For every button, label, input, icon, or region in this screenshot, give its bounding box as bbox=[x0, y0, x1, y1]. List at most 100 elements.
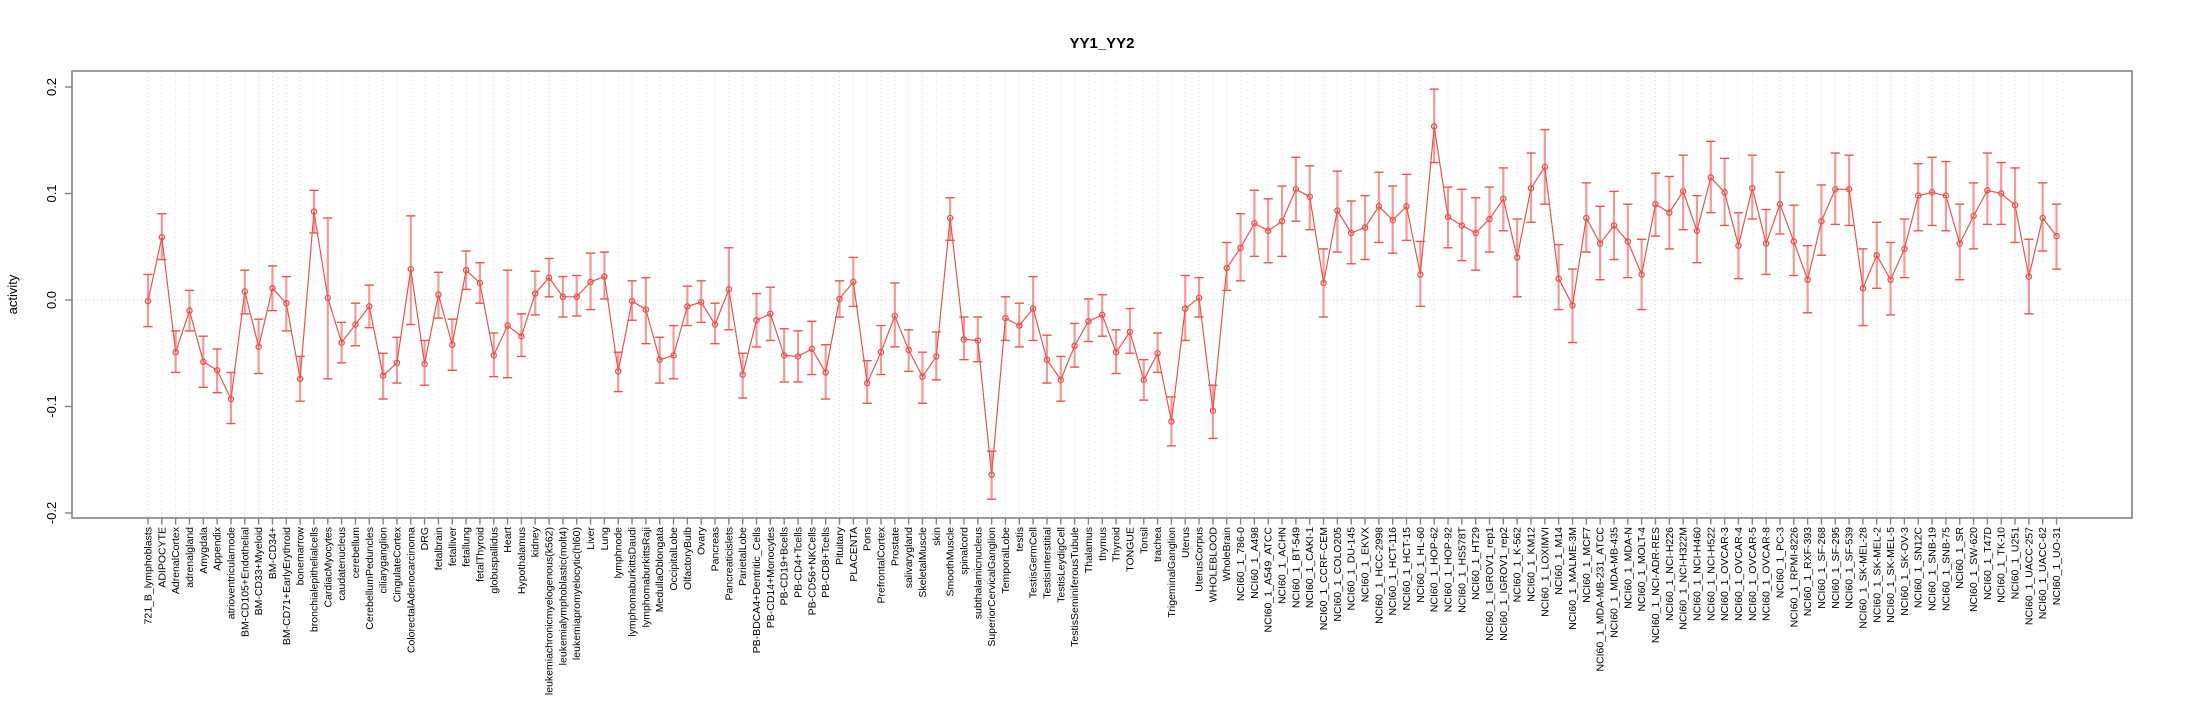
x-tick-label: NCI60_1_UACC-257 bbox=[2023, 527, 2035, 625]
x-tick-label: NCI60_1_MALME-3M bbox=[1567, 527, 1579, 630]
x-tick-label: NCI60_1_A498 bbox=[1249, 527, 1261, 599]
data-point bbox=[1071, 342, 1078, 350]
data-point bbox=[1638, 271, 1645, 278]
x-tick-label: NCI60_1_SNB-19 bbox=[1927, 527, 1939, 611]
data-point bbox=[1085, 318, 1092, 325]
data-point bbox=[421, 360, 428, 368]
data-point bbox=[780, 352, 788, 359]
x-tick-label: SmoothMuscle bbox=[945, 527, 957, 597]
x-tick-label: TestisGermCell bbox=[1028, 527, 1040, 598]
data-point bbox=[186, 307, 193, 314]
x-tick-label: NCI60_1_HCT-116 bbox=[1387, 527, 1399, 616]
x-tick-label: NCI60_1_UACC-62 bbox=[2037, 527, 2049, 619]
data-point bbox=[1334, 207, 1341, 214]
data-point bbox=[1541, 163, 1549, 171]
data-point bbox=[1278, 217, 1286, 225]
data-point bbox=[1043, 356, 1051, 363]
x-tick-label: TestisSeminiferousTubule bbox=[1069, 527, 1081, 647]
x-tick-label: subthalamicnucleus bbox=[972, 527, 984, 619]
x-tick-label: leukemialymphoblastic(molt4) bbox=[557, 527, 569, 665]
x-tick-label: NCI60_1_HCC-2998 bbox=[1373, 527, 1385, 624]
data-point bbox=[379, 372, 387, 379]
data-point bbox=[808, 345, 816, 353]
x-tick-label: NCI60_1_COLO205 bbox=[1332, 527, 1344, 622]
data-point bbox=[670, 352, 677, 359]
data-point bbox=[559, 293, 567, 301]
x-tick-label: Pituitary bbox=[834, 526, 846, 565]
y-tick-label: 0.2 bbox=[44, 78, 59, 96]
y-tick-labels: -0.2 -0.1 0.0 0.1 0.2 bbox=[44, 78, 59, 524]
x-tick-label: NCI60_1_NCI-H322M bbox=[1678, 527, 1690, 630]
x-tick-label: OccipitalLobe bbox=[668, 527, 680, 591]
x-tick-label: bonemarrow bbox=[295, 527, 307, 586]
data-point bbox=[172, 348, 179, 356]
data-point bbox=[310, 208, 318, 215]
x-tick-label: NCI60_1_OVCAR-8 bbox=[1761, 527, 1773, 621]
data-point bbox=[2011, 201, 2019, 209]
x-tick-label: Amygdala bbox=[198, 527, 210, 574]
data-point bbox=[1569, 302, 1576, 309]
x-tick-label: NCI60_1_SNB-75 bbox=[1940, 527, 1952, 611]
data-point bbox=[1002, 314, 1009, 322]
data-point bbox=[863, 379, 871, 387]
x-tick-label: NCI60_1_SN12C bbox=[1913, 527, 1925, 609]
data-point bbox=[1928, 189, 1936, 196]
data-point bbox=[1624, 238, 1632, 245]
x-tick-label: adrenalgland bbox=[184, 527, 196, 588]
data-point bbox=[1112, 348, 1120, 356]
x-tick-label: NCI60_1_BT-549 bbox=[1290, 527, 1302, 608]
data-point bbox=[919, 373, 926, 380]
x-tick-label: NCI60_1_NCI-H522 bbox=[1705, 527, 1717, 621]
data-point bbox=[1168, 418, 1175, 425]
data-point bbox=[435, 291, 442, 298]
x-tick-label: atrioventricularnode bbox=[225, 527, 237, 619]
data-point bbox=[1458, 222, 1466, 229]
data-point bbox=[1223, 264, 1230, 272]
x-tick-label: OlfactoryBulb bbox=[682, 527, 694, 590]
data-point bbox=[628, 297, 636, 305]
data-point bbox=[1099, 311, 1106, 319]
data-point bbox=[642, 306, 650, 313]
data-point bbox=[352, 321, 359, 328]
data-point bbox=[1375, 203, 1383, 210]
x-tick-label: TestisLeydigCell bbox=[1055, 527, 1067, 603]
data-point bbox=[1942, 192, 1950, 199]
x-tick-label: NCI60_1_HOP-62 bbox=[1429, 527, 1441, 612]
x-tick-label: NCI60_1_NCI-H460 bbox=[1691, 527, 1703, 621]
x-tick-label: PB-CD56+NKCells bbox=[806, 527, 818, 615]
x-tick-label: SuperiorCervicalGanglion bbox=[986, 527, 998, 647]
x-tick-label: NCI60_1_RPMI-8226 bbox=[1788, 527, 1800, 628]
data-point bbox=[891, 312, 899, 320]
data-point bbox=[1859, 285, 1867, 292]
data-point bbox=[200, 358, 207, 366]
x-tick-label: NCI60_1_TK-10 bbox=[1996, 527, 2008, 603]
x-tick-label: NCI60_1_OVCAR-5 bbox=[1747, 527, 1759, 621]
x-tick-label: NCI60_1_M14 bbox=[1553, 527, 1565, 595]
data-point bbox=[213, 367, 221, 374]
x-tick-label: lymphomaburkittsDaudi bbox=[627, 527, 639, 637]
x-tick-label: 721_B_lymphoblasts bbox=[143, 527, 155, 624]
x-tick-label: TestisInterstitial bbox=[1041, 527, 1053, 599]
data-point bbox=[504, 322, 511, 329]
data-point bbox=[1970, 212, 1977, 220]
data-point bbox=[1956, 240, 1963, 247]
y-tick-label: 0.0 bbox=[44, 291, 59, 309]
data-point bbox=[1790, 238, 1798, 245]
data-point bbox=[1818, 217, 1825, 225]
x-tick-label: PLACENTA bbox=[848, 527, 860, 582]
x-tick-label: Liver bbox=[585, 527, 597, 550]
data-point bbox=[490, 352, 497, 359]
x-tick-label: fetallung bbox=[461, 527, 473, 567]
x-tick-label: fetalliver bbox=[447, 527, 459, 567]
data-point bbox=[767, 310, 774, 318]
data-point bbox=[1126, 328, 1134, 336]
x-tick-label: NCI60_1_EKVX bbox=[1360, 527, 1372, 602]
x-tick-label: NCI60_1_MDA-N bbox=[1622, 527, 1634, 609]
x-tick-label: Thalamus bbox=[1083, 527, 1095, 573]
x-tick-label: NCI60_1_SF-268 bbox=[1816, 527, 1828, 609]
x-tick-label: ADIPOCYTE bbox=[156, 527, 168, 588]
data-point bbox=[836, 295, 843, 303]
data-point bbox=[697, 298, 705, 306]
x-tick-label: BM-CD71+EarlyErythroid bbox=[281, 527, 293, 645]
